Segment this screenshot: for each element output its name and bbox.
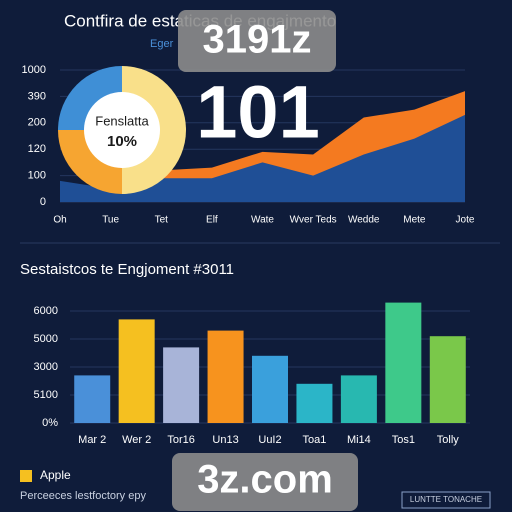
pie-hole: [84, 92, 160, 168]
y-tick-label: 6000: [34, 305, 58, 317]
x-tick-label: Wer 2: [122, 434, 151, 446]
chart-title: Sestaistcos te Engjoment #3011: [20, 261, 234, 278]
bar: [296, 383, 333, 423]
y-tick-label: 200: [28, 117, 46, 129]
x-tick-label: Wedde: [348, 215, 380, 226]
y-tick-label: 0%: [42, 417, 58, 429]
y-tick-label: 390: [28, 90, 46, 102]
x-tick-label: Oh: [53, 215, 66, 226]
footer-note: Perceeces lestfoctory epy: [20, 490, 146, 502]
bar: [207, 330, 244, 423]
x-tick-label: Jote: [456, 215, 475, 226]
legend-swatch: [20, 470, 32, 482]
y-tick-label: 1000: [22, 64, 46, 76]
y-tick-label: 0: [40, 196, 46, 208]
y-tick-label: 120: [28, 143, 46, 155]
bar: [340, 375, 377, 423]
x-tick-label: Mi14: [347, 434, 371, 446]
watermark-box: [178, 10, 336, 72]
charts: 0 100 120 200 390 1000 Oh Tue Tet Elf Wate Wver Ted…: [20, 64, 475, 446]
footer-badge: LUNTTE TONACHE: [410, 495, 482, 504]
y-tick-label: 5000: [34, 333, 58, 345]
x-tick-label: Elf: [206, 215, 218, 226]
x-tick-label: Wver Teds: [290, 215, 337, 226]
page-subtitle: Eger: [150, 38, 174, 50]
bar: [118, 319, 155, 423]
pie-title: Fenslatta: [95, 113, 149, 128]
y-tick-label: 100: [28, 170, 46, 182]
x-tick-label: Tos1: [392, 434, 415, 446]
x-tick-label: Mar 2: [78, 434, 106, 446]
y-tick-label: 5100: [34, 389, 58, 401]
watermark: 3z.com: [197, 458, 333, 502]
x-tick-label: Tue: [102, 215, 119, 226]
x-tick-label: Toa1: [303, 434, 327, 446]
watermark-box: [172, 453, 358, 511]
x-tick-label: Tor16: [167, 434, 195, 446]
x-tick-label: UuI2: [258, 434, 281, 446]
bar: [163, 347, 200, 423]
x-tick-label: Wate: [251, 215, 274, 226]
bar: [252, 355, 288, 423]
legend-label: Apple: [40, 468, 71, 482]
x-tick-label: Mete: [403, 215, 426, 226]
x-tick-label: Tet: [155, 215, 169, 226]
bar: [429, 336, 466, 423]
footer-badge-box: [401, 491, 491, 509]
x-tick-label: Tolly: [437, 434, 460, 446]
bar: [74, 375, 111, 423]
x-tick-label: Un13: [212, 434, 238, 446]
bar: [385, 302, 422, 423]
pie-center-label: 10%: [107, 133, 137, 150]
headline: 101: [196, 71, 319, 154]
y-tick-label: 3000: [34, 361, 58, 373]
watermark: 3191z: [203, 18, 312, 62]
